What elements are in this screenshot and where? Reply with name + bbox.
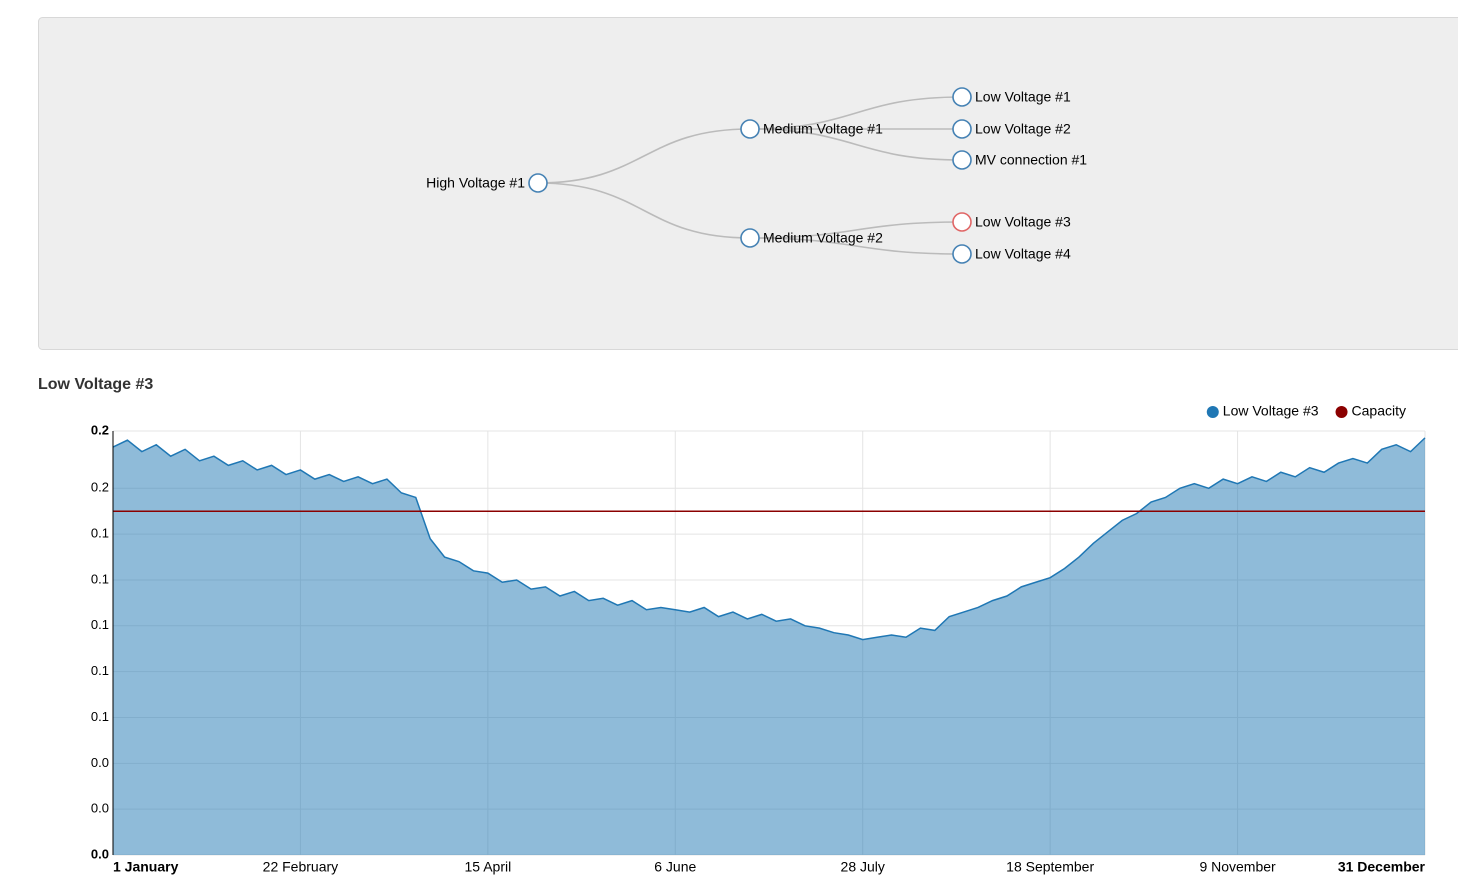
link [537,182,751,239]
link [749,221,963,239]
legend-item[interactable]: Capacity [1335,403,1406,419]
legend: Low Voltage #3 Capacity [1206,403,1406,419]
link [749,237,963,255]
node-label: High Voltage #1 [426,175,525,191]
node-label: Low Voltage #1 [975,89,1071,105]
link [749,128,963,161]
legend-swatch [1335,406,1348,418]
x-tick-label: 18 September [1006,859,1094,875]
node[interactable] [952,87,972,107]
node-label: Medium Voltage #2 [763,230,883,246]
node[interactable] [952,244,972,264]
node[interactable] [740,119,760,139]
node[interactable] [528,173,548,193]
node-label: MV connection #1 [975,152,1087,168]
y-tick-label: 0.2 [91,422,109,437]
node-label: Low Voltage #2 [975,121,1071,137]
chart-title: Low Voltage #3 [38,376,153,393]
legend-item[interactable]: Low Voltage #3 [1206,403,1319,419]
x-tick-label: 31 December [1338,859,1426,875]
y-tick-label: 0.0 [91,801,109,816]
panel [38,17,1458,350]
node-label: Low Voltage #3 [975,214,1071,230]
node-label: Medium Voltage #1 [763,121,883,137]
x-tick-label: 15 April [465,859,512,875]
legend-label: Capacity [1352,403,1406,419]
line [112,437,1426,641]
y-tick-label: 0.1 [91,571,109,586]
y-tick-label: 0.0 [91,755,109,770]
y-tick-label: 0.1 [91,663,109,678]
x-tick-label: 22 February [263,859,338,875]
node[interactable] [952,119,972,139]
node[interactable] [740,228,760,248]
y-tick-label: 0.1 [91,617,109,632]
x-tick-label: 9 November [1199,859,1276,875]
tree-diagram: High Voltage #1 Medium Voltage #1 Medium… [38,17,1458,350]
x-tick-label: 6 June [654,859,696,875]
chart: Low Voltage #3 0.0 0.0 0.0 0.1 0.1 0.1 0.1 0.1 0… [38,376,1426,875]
y-tick-label: 0.2 [91,480,109,495]
x-tick-label: 1 January [113,859,179,875]
y-tick-label: 0.0 [91,846,109,861]
node[interactable] [952,150,972,170]
area [113,437,1425,855]
link [749,96,963,130]
node-selected[interactable] [952,212,972,232]
legend-swatch [1206,406,1219,418]
node-label: Low Voltage #4 [975,246,1071,262]
legend-label: Low Voltage #3 [1223,403,1319,419]
x-tick-label: 28 July [841,859,885,875]
y-tick-label: 0.1 [91,709,109,724]
link [537,128,751,184]
y-tick-label: 0.1 [91,526,109,541]
